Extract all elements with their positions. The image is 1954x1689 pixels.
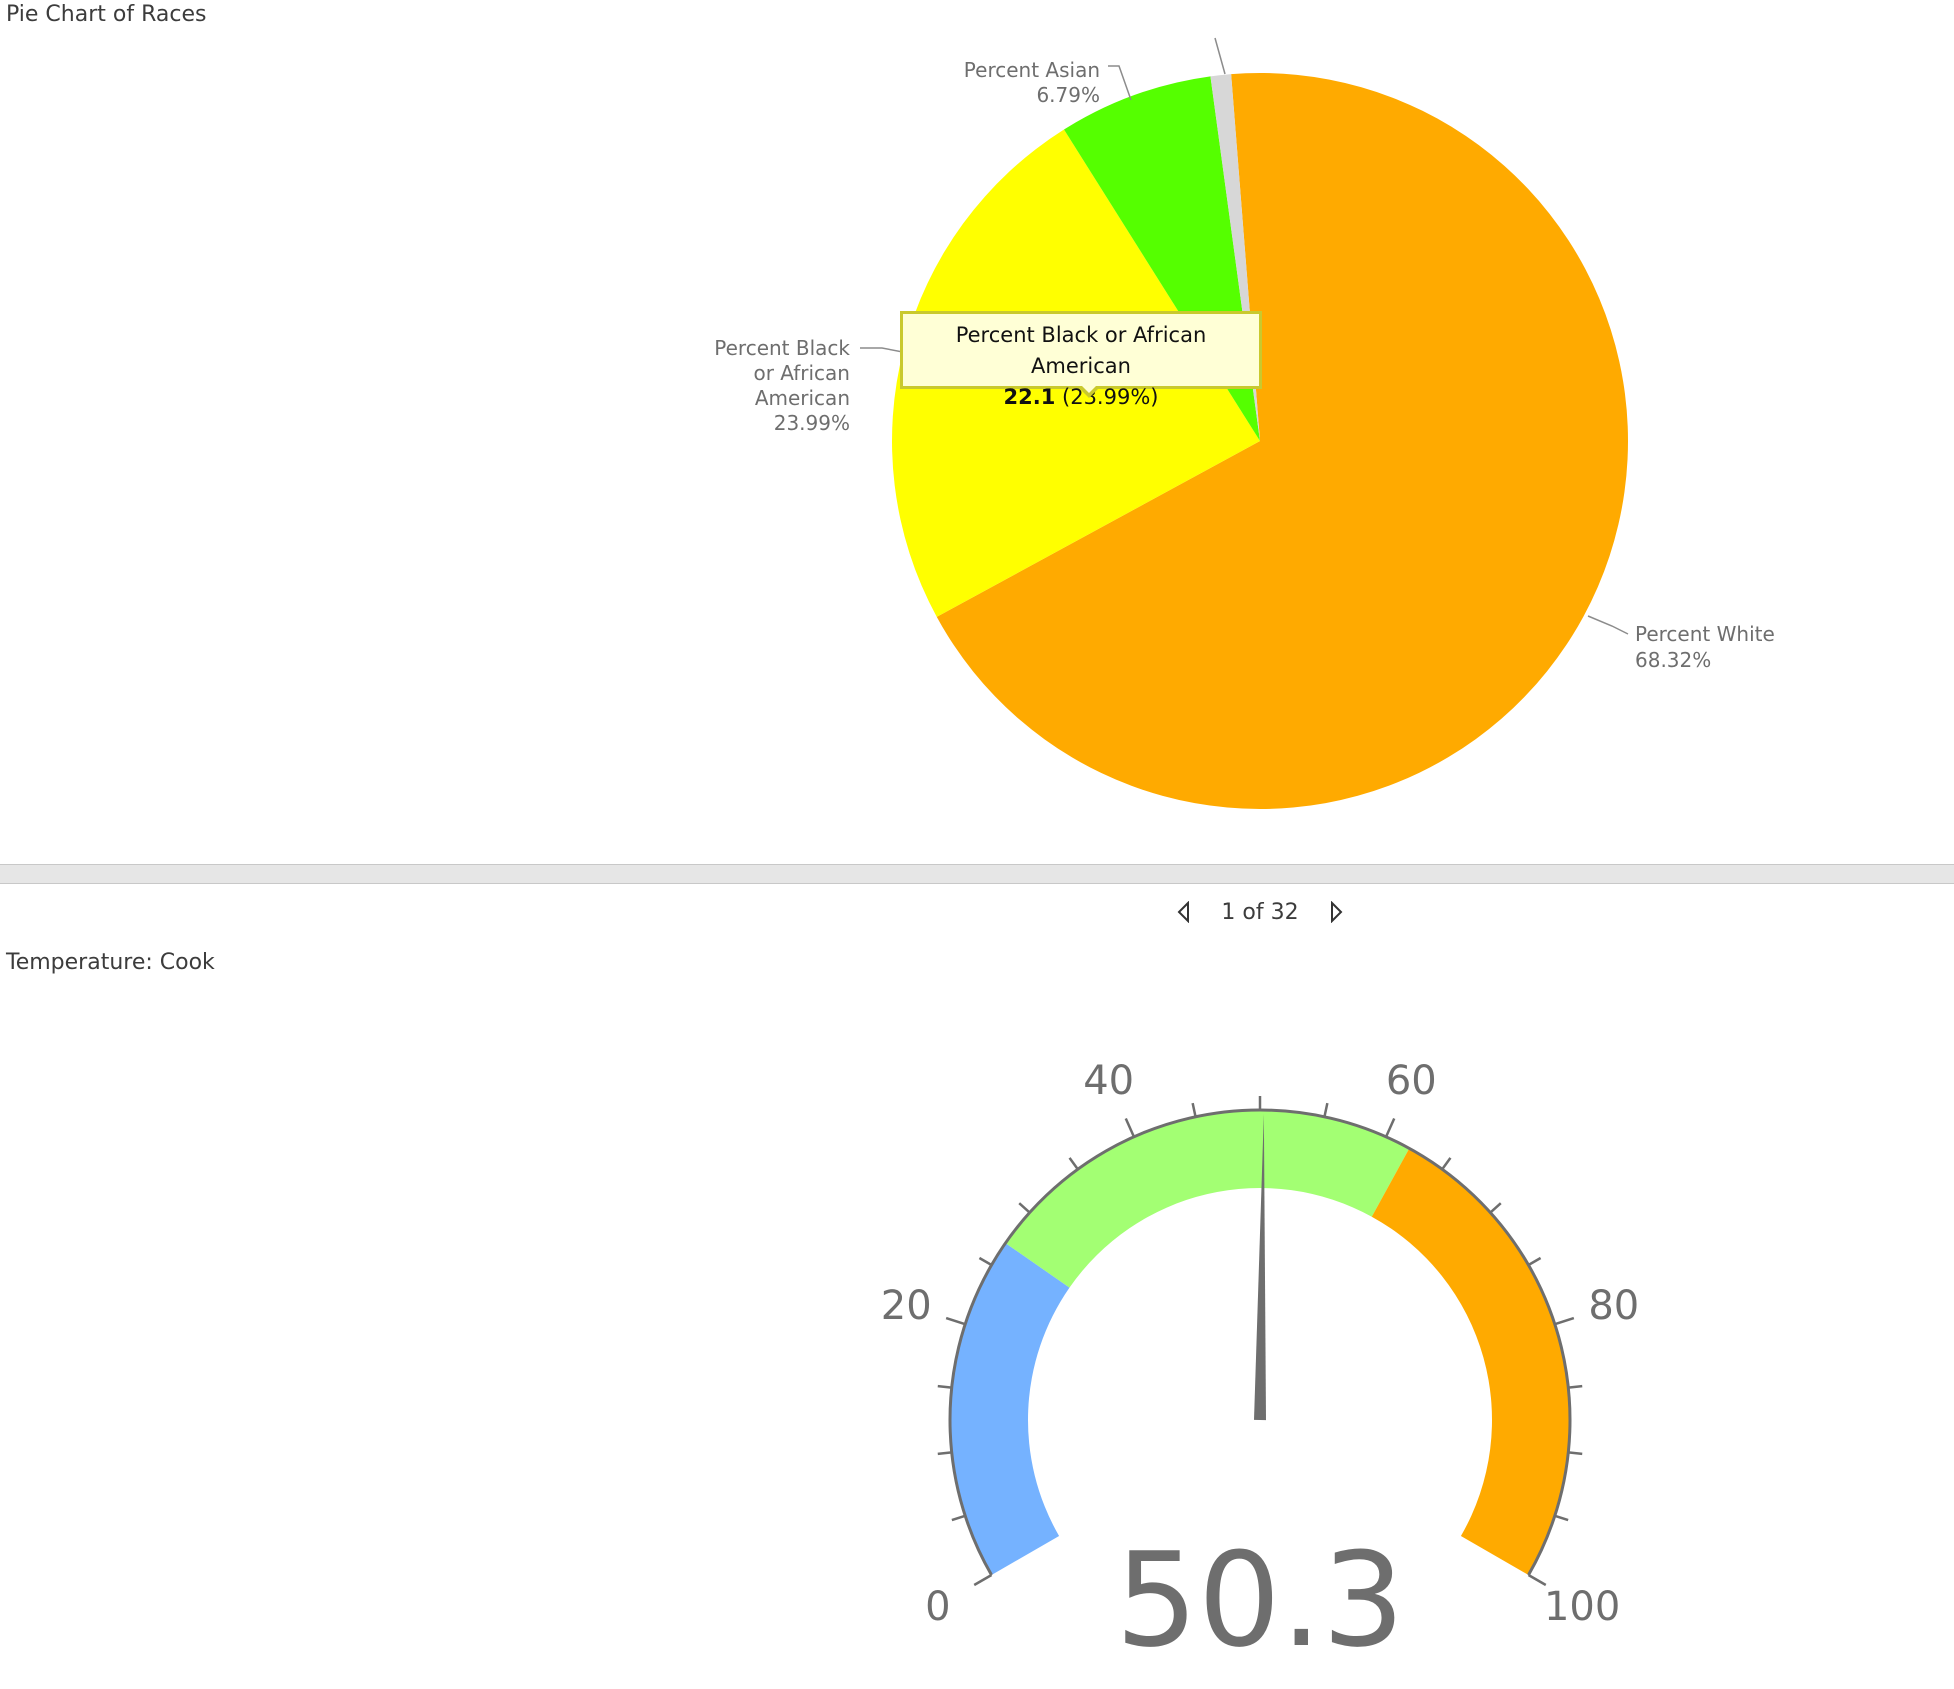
gauge-tick-label-60: 60	[1386, 1058, 1437, 1104]
gauge-tick	[937, 1451, 952, 1456]
leader-line-asian	[1108, 65, 1132, 101]
leader-line-white	[1587, 615, 1629, 635]
gauge-tick	[1554, 1514, 1569, 1522]
tooltip-percent: (23.99%)	[1062, 385, 1159, 409]
gauge-tick	[1527, 1573, 1547, 1587]
gauge-band-3	[1371, 1148, 1571, 1575]
pie-label-asian-name: Percent Asian	[964, 58, 1100, 82]
pie-label-black-line3: American	[755, 386, 850, 410]
gauge-value: 50.3	[1115, 1524, 1404, 1676]
gauge-tick	[1191, 1102, 1197, 1118]
leader-line-other	[1214, 37, 1226, 75]
pie-label-white-percent: 68.32%	[1635, 648, 1711, 672]
gauge-tick	[973, 1573, 993, 1587]
pie-tooltip: Percent Black or African American 22.1 (…	[900, 311, 1262, 409]
tooltip-label: Percent Black or African American	[955, 323, 1207, 378]
gauge-tick-label-0: 0	[925, 1584, 950, 1630]
tooltip-value-line: 22.1 (23.99%)	[903, 382, 1259, 413]
gauge-tick	[1554, 1316, 1575, 1326]
gauge-tick	[1568, 1451, 1583, 1456]
pager-text: 1 of 32	[1221, 899, 1299, 925]
pie-chart: Percent White 68.32% Percent Black or Af…	[714, 37, 1775, 809]
pie-label-black-percent: 23.99%	[774, 411, 850, 435]
next-page-button[interactable]	[1322, 897, 1350, 927]
gauge-tick	[1441, 1157, 1452, 1170]
triangle-right-icon	[1331, 901, 1343, 923]
gauge-tick-label-20: 20	[881, 1283, 932, 1329]
gauge-tick	[937, 1384, 952, 1389]
pager: 1 of 32	[1170, 894, 1350, 930]
pie-label-asian-percent: 6.79%	[1036, 83, 1100, 107]
gauge-tick	[1018, 1202, 1031, 1214]
gauge-tick-label-40: 40	[1083, 1058, 1134, 1104]
gauge-tick	[1527, 1256, 1542, 1267]
gauge-band-1	[950, 1243, 1070, 1575]
gauge-chart-title: Temperature: Cook	[6, 950, 215, 975]
gauge-tick-label-100: 100	[1544, 1584, 1620, 1630]
gauge-tick	[978, 1256, 993, 1267]
triangle-left-icon	[1177, 901, 1189, 923]
gauge-tick-label-80: 80	[1588, 1283, 1639, 1329]
gauge-needle	[1254, 1114, 1266, 1421]
gauge-outline	[948, 1108, 1572, 1576]
gauge-tick	[1384, 1118, 1396, 1138]
pie-label-black-line2: or African	[753, 361, 850, 385]
panel-divider[interactable]	[0, 864, 1954, 884]
pie-label-white-name: Percent White	[1635, 622, 1775, 646]
gauge-tick	[1124, 1118, 1136, 1138]
pie-chart-title: Pie Chart of Races	[6, 2, 207, 27]
gauge-band-2	[1005, 1110, 1410, 1288]
previous-page-button[interactable]	[1170, 897, 1198, 927]
tooltip-pointer	[1079, 388, 1099, 398]
tooltip-pointer-fill	[1082, 386, 1096, 393]
gauge-tick	[945, 1316, 966, 1326]
pie-slice-1[interactable]	[936, 73, 1629, 809]
gauge-tick	[1489, 1202, 1502, 1214]
gauge-tick	[951, 1514, 966, 1522]
gauge-tick	[1323, 1102, 1329, 1118]
pie-label-black-line1: Percent Black	[714, 336, 850, 360]
gauge-tick	[1068, 1157, 1079, 1170]
tooltip-value: 22.1	[1003, 385, 1056, 409]
gauge-tick	[1568, 1384, 1583, 1389]
